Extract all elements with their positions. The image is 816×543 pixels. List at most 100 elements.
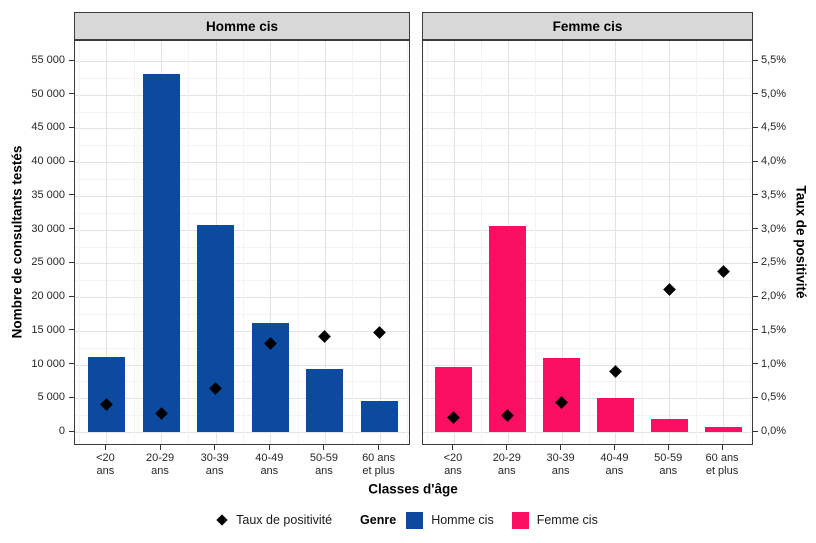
bar xyxy=(489,225,527,432)
x-tick-label-line: 50-59 xyxy=(309,452,338,464)
facet-strip-femme-cis: Femme cis xyxy=(422,12,753,40)
gridline-minor-h xyxy=(423,313,752,315)
positivity-diamond xyxy=(318,330,332,344)
gridline-major-h xyxy=(423,162,752,164)
x-tick-label: 30-39 ans xyxy=(184,452,246,477)
gridline-minor-h xyxy=(423,246,752,248)
y-tick-mark-left xyxy=(69,126,74,128)
x-tick-label: 50-59 ans xyxy=(637,452,699,477)
gridline-major-h xyxy=(75,229,409,231)
gridline-minor-v xyxy=(297,41,299,444)
y-tick-label-left: 45 000 xyxy=(31,121,65,134)
gridline-major-v xyxy=(723,41,725,444)
positivity-diamond xyxy=(662,283,676,297)
x-tick-label-line: ans xyxy=(497,464,516,477)
gridline-minor-v xyxy=(588,41,590,444)
gridline-minor-v xyxy=(352,41,354,444)
x-tick-label-line: ans xyxy=(315,464,333,477)
y-tick-label-left: 50 000 xyxy=(31,87,65,100)
y-tick-label-right: 2,0% xyxy=(761,290,787,303)
facet-strip-homme-cis: Homme cis xyxy=(74,12,410,40)
y-tick-label-left: 25 000 xyxy=(31,256,65,269)
x-tick-mark xyxy=(104,445,106,450)
facet-strip-label-femme: Femme cis xyxy=(552,18,623,34)
x-tick-mark xyxy=(721,445,723,450)
x-tick-label-line: et plus xyxy=(705,464,739,477)
y-tick-mark-left xyxy=(69,329,74,331)
y-tick-label-right: 3,5% xyxy=(761,188,787,201)
x-tick-label: 20-29 ans xyxy=(129,452,191,477)
y-tick-label-right: 3,0% xyxy=(761,222,787,235)
gridline-major-h xyxy=(75,364,409,366)
y-tick-mark-left xyxy=(69,295,74,297)
x-tick-label: 20-29 ans xyxy=(476,452,538,477)
y-tick-mark-right xyxy=(753,228,758,230)
gridline-minor-h xyxy=(75,246,409,248)
y-tick-mark-right xyxy=(753,59,758,61)
gridline-major-h xyxy=(75,61,409,62)
gridline-minor-h xyxy=(423,415,752,417)
y-tick-mark-right xyxy=(753,295,758,297)
gridline-minor-h xyxy=(75,347,409,349)
y-tick-mark-left xyxy=(69,93,74,95)
y-tick-label-right: 4,0% xyxy=(761,155,787,168)
gridline-major-h xyxy=(75,263,409,265)
y-tick-label-left: 55 000 xyxy=(31,54,65,66)
bar xyxy=(306,368,344,432)
y-tick-mark-right xyxy=(753,194,758,196)
y-tick-label-left: 30 000 xyxy=(31,222,65,235)
y-tick-label-right: 1,0% xyxy=(761,357,787,370)
legend-femme-label: Femme cis xyxy=(536,513,598,527)
x-tick-mark xyxy=(159,445,161,450)
gridline-major-h xyxy=(75,297,409,299)
x-tick-mark xyxy=(268,445,270,450)
x-tick-label-line: ans xyxy=(444,464,462,477)
gridline-minor-v xyxy=(427,41,429,444)
positivity-diamond xyxy=(609,364,622,378)
gridline-minor-h xyxy=(75,381,409,383)
gridline-major-v xyxy=(379,41,381,444)
x-tick-mark xyxy=(667,445,669,450)
legend: Taux de positivité Genre Homme cis Femme… xyxy=(0,505,816,535)
y-tick-mark-right xyxy=(753,93,758,95)
gridline-minor-h xyxy=(75,179,409,181)
gridline-major-h xyxy=(75,94,409,96)
gridline-minor-v xyxy=(534,41,536,444)
x-tick-label-line: 60 ans xyxy=(362,452,396,464)
y-tick-label-left: 20 000 xyxy=(31,290,65,303)
gridline-minor-v xyxy=(79,41,81,444)
x-tick-label-line: 20-29 xyxy=(492,452,521,464)
x-tick-label-line: 40-49 xyxy=(600,452,629,464)
gridline-minor-h xyxy=(75,415,409,417)
bar xyxy=(596,397,634,432)
gridline-major-v xyxy=(270,41,272,444)
gridline-minor-h xyxy=(75,313,409,315)
gridline-minor-v xyxy=(188,41,190,444)
x-tick-label-line: et plus xyxy=(362,464,395,477)
x-tick-label: 50-59 ans xyxy=(293,452,355,477)
gridline-minor-v xyxy=(696,41,698,444)
x-tick-label-line: 20-29 xyxy=(145,452,175,464)
y-tick-label-right: 4,5% xyxy=(761,121,787,134)
legend-genre-title: Genre xyxy=(360,513,397,527)
gridline-minor-h xyxy=(75,111,409,113)
x-tick-label: <20 ans xyxy=(74,452,136,477)
y-tick-mark-right xyxy=(753,396,758,398)
x-tick-mark xyxy=(323,445,325,450)
bar xyxy=(197,224,235,432)
x-tick-label: 40-49 ans xyxy=(238,452,300,477)
y-axis-title-left: Nombre de consultants testés xyxy=(9,145,25,339)
gridline-major-h xyxy=(423,61,752,62)
positivity-diamond xyxy=(716,265,730,278)
gridline-minor-h xyxy=(423,111,752,113)
gridline-major-h xyxy=(423,195,752,197)
x-tick-label-line: ans xyxy=(205,464,224,477)
gridline-minor-h xyxy=(75,212,409,214)
x-tick-label-line: <20 xyxy=(96,452,115,464)
bar xyxy=(543,358,581,432)
x-tick-mark xyxy=(452,445,454,450)
panel-homme-cis xyxy=(74,40,410,445)
y-tick-mark-left xyxy=(69,430,74,432)
gridline-minor-h xyxy=(75,77,409,79)
y-tick-mark-right xyxy=(753,329,758,331)
